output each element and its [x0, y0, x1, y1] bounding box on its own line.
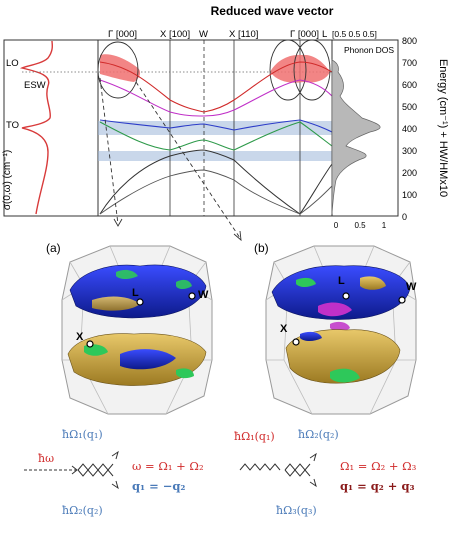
bz-label-l-a: L	[132, 287, 139, 299]
dispersion-branch-lo	[99, 61, 333, 113]
isosurface-b-lower	[285, 329, 401, 384]
bz-label-l-b: L	[338, 275, 345, 287]
dispersion-branch-acoustic2	[99, 169, 333, 215]
figure-title: Reduced wave vector	[211, 4, 334, 18]
dos-tick-1: 1	[382, 221, 387, 230]
peak-label-esw: ESW	[24, 80, 46, 91]
dos-label: Phonon DOS	[344, 45, 394, 55]
energy-tick-400: 400	[402, 124, 417, 134]
kpoint-label-x110: X [110]	[229, 29, 258, 40]
ellipse-marker-3	[293, 39, 331, 101]
energy-tick-100: 100	[402, 190, 417, 200]
brillouin-zone-a	[61, 245, 213, 415]
eq-a-momentum: q₁ = −q₂	[132, 479, 185, 493]
kpoint-label-w: W	[199, 29, 208, 40]
energy-tick-300: 300	[402, 146, 417, 156]
energy-tick-800: 800	[402, 36, 417, 46]
eq-a-energy: ω = Ω₁ + Ω₂	[132, 459, 204, 473]
eq-b-momentum: q₁ = q₂ + q₃	[340, 479, 415, 493]
phonon-wave-a-top	[77, 463, 114, 471]
energy-tick-600: 600	[402, 80, 417, 90]
kpoint-label-gamma1: Γ [000]	[108, 29, 137, 40]
dispersion-branch-magenta	[99, 79, 333, 117]
right-axis-label: Energy (cm⁻¹) + HW/HMx10	[437, 59, 449, 197]
phonon-wave-b-in	[239, 463, 281, 471]
bz-label-x-b: X	[280, 323, 288, 335]
dos-tick-0: 0	[334, 221, 339, 230]
arrow-to-panel-a	[99, 77, 119, 225]
kpoint-label-l: L	[322, 29, 327, 40]
panel-label-a: (a)	[46, 241, 61, 255]
phonon-wave-a-bottom	[77, 469, 114, 477]
dos-tick-05: 0.5	[354, 221, 366, 230]
energy-tick-200: 200	[402, 168, 417, 178]
eq-a-phonon-bottom: ħΩ₂(q₂)	[62, 504, 103, 517]
arrowhead-b	[233, 230, 242, 242]
eq-b-energy: Ω₁ = Ω₂ + Ω₃	[340, 459, 417, 473]
bz-label-w-a: W	[198, 289, 209, 301]
bz-point-w-b	[398, 296, 406, 304]
arrowhead-a	[113, 218, 123, 227]
bz-label-w-b: W	[406, 281, 417, 293]
energy-tick-700: 700	[402, 58, 417, 68]
dos-curve	[331, 59, 381, 215]
kpoint-label-l-coords: [0.5 0.5 0.5]	[332, 29, 377, 39]
bz-point-w-a	[188, 292, 196, 300]
energy-axis: 800 700 600 500 400 300 200 100 0	[397, 36, 417, 222]
red-band-left	[100, 54, 141, 82]
bz-point-l-a	[136, 298, 144, 306]
phonon-wave-b-out-bottom	[284, 469, 311, 477]
eq-b-phonon-out-top: ħΩ₂(q₂)	[298, 428, 339, 441]
energy-tick-500: 500	[402, 102, 417, 112]
bz-point-x-a	[86, 340, 94, 348]
bz-point-l-b	[342, 292, 350, 300]
peak-label-to: TO	[6, 120, 19, 131]
kpoint-label-gamma2: Γ [000]	[290, 29, 319, 40]
shaded-band-lower	[98, 151, 332, 161]
left-spectrum-curve	[19, 40, 54, 215]
phonon-wave-b-out-top	[284, 463, 311, 471]
bz-point-x-b	[292, 338, 300, 346]
energy-tick-0: 0	[402, 212, 407, 222]
ellipse-marker-1	[97, 41, 139, 99]
red-band-right	[270, 54, 330, 83]
ellipse-marker-2	[269, 39, 307, 101]
eq-b-phonon-in: ħΩ₁(q₁)	[234, 430, 275, 443]
eq-a-phonon-top: ħΩ₁(q₁)	[62, 428, 103, 441]
eq-b-phonon-out-bottom: ħΩ₃(q₃)	[276, 504, 317, 517]
dispersion-branch-blue	[99, 119, 333, 133]
peak-label-lo: LO	[6, 58, 19, 69]
panel-label-b: (b)	[254, 241, 269, 255]
left-axis-label: σ(0,ω) (cm⁻¹)	[2, 150, 13, 210]
bz-label-x-a: X	[76, 331, 84, 343]
kpoint-label-x100: X [100]	[160, 29, 190, 40]
eq-a-photon: ħω	[38, 452, 54, 465]
brillouin-zone-b	[265, 245, 417, 415]
dispersion-branch-green	[99, 121, 333, 151]
arrow-to-panel-b	[135, 81, 241, 239]
